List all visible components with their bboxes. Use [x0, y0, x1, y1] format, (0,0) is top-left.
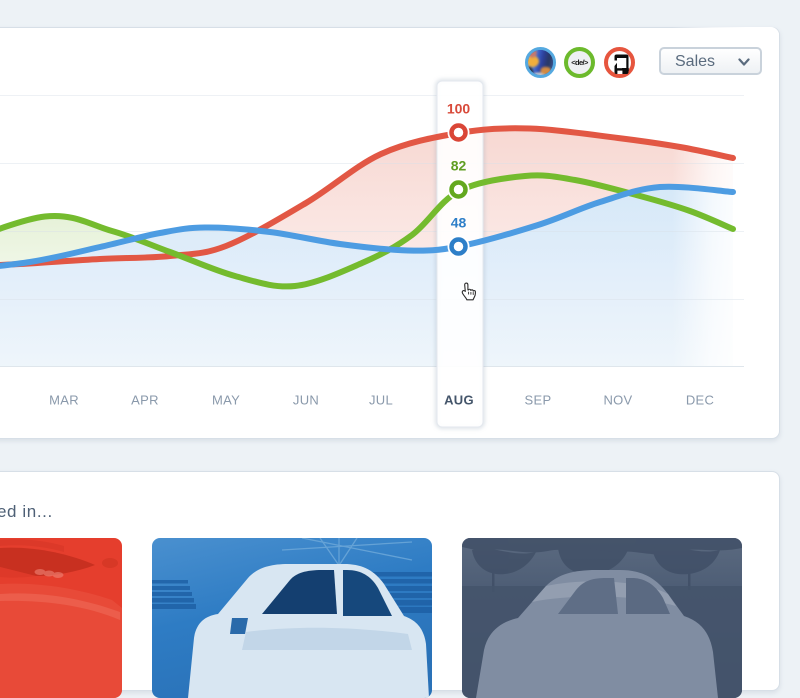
svg-text:100: 100 — [447, 101, 471, 117]
svg-text:APR: APR — [131, 393, 159, 408]
svg-text:MAY: MAY — [212, 393, 240, 408]
svg-text:JUL: JUL — [369, 393, 393, 408]
svg-text:SEP: SEP — [525, 393, 552, 408]
svg-text:DEC: DEC — [686, 393, 714, 408]
svg-text:JUN: JUN — [293, 393, 319, 408]
svg-text:NOV: NOV — [603, 393, 632, 408]
svg-text:82: 82 — [451, 158, 467, 174]
svg-text:MAR: MAR — [49, 393, 79, 408]
svg-text:AUG: AUG — [444, 393, 474, 408]
svg-text:48: 48 — [451, 215, 467, 231]
